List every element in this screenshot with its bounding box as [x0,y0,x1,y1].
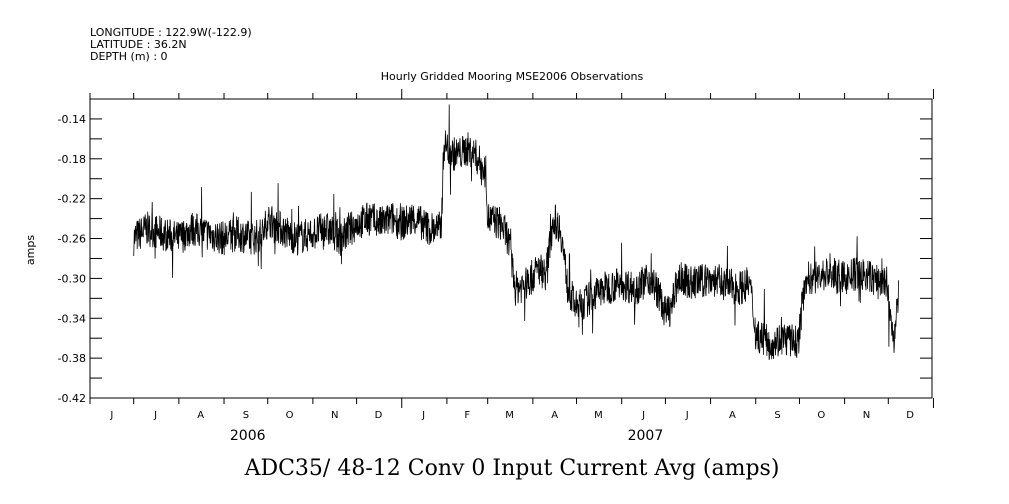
x-month-label: D [375,410,383,421]
chart-title: Hourly Gridded Mooring MSE2006 Observati… [381,70,644,83]
plot-area: -0.14 -0.18 -0.22 -0.26 -0.30 -0.34 -0.38 -0.42… [58,89,934,444]
y-tick-label: -0.14 [58,113,86,126]
x-month-label: S [243,410,249,421]
x-month-label: N [331,410,338,421]
y-tick-label: -0.42 [58,392,86,405]
y-tick-label: -0.26 [58,233,86,246]
x-year-label: 2007 [628,428,664,444]
y-axis-title: amps [24,235,37,265]
y-tick-label: -0.34 [58,312,86,325]
y-tick-label: -0.38 [58,352,86,365]
x-month-label: A [729,410,736,421]
plot-frame [89,98,933,399]
x-month-label: J [153,410,157,421]
y-tick-label: -0.30 [58,272,86,285]
x-month-label: D [906,410,914,421]
depth-label: DEPTH (m) : 0 [90,50,168,63]
x-month-label: O [286,410,294,421]
x-year-label: 2006 [230,428,266,444]
y-tick-label: -0.22 [58,193,86,206]
x-month-label: J [109,410,113,421]
x-month-label: F [464,410,470,421]
y-tick-label: -0.18 [58,153,86,166]
longitude-label: LONGITUDE : 122.9W(-122.9) [90,26,252,39]
x-month-label: M [505,410,514,421]
series-line [133,104,899,360]
x-month-label: J [421,410,425,421]
x-month-label: J [685,410,689,421]
latitude-label: LATITUDE : 36.2N [90,38,187,51]
x-month-label: O [817,410,825,421]
x-month-label: S [774,410,780,421]
x-month-label: N [863,410,870,421]
x-month-label: A [551,410,558,421]
x-month-label: J [641,410,645,421]
bottom-label: ADC35/ 48-12 Conv 0 Input Current Avg (a… [244,456,780,481]
x-month-label: A [197,410,204,421]
x-month-label: M [594,410,603,421]
